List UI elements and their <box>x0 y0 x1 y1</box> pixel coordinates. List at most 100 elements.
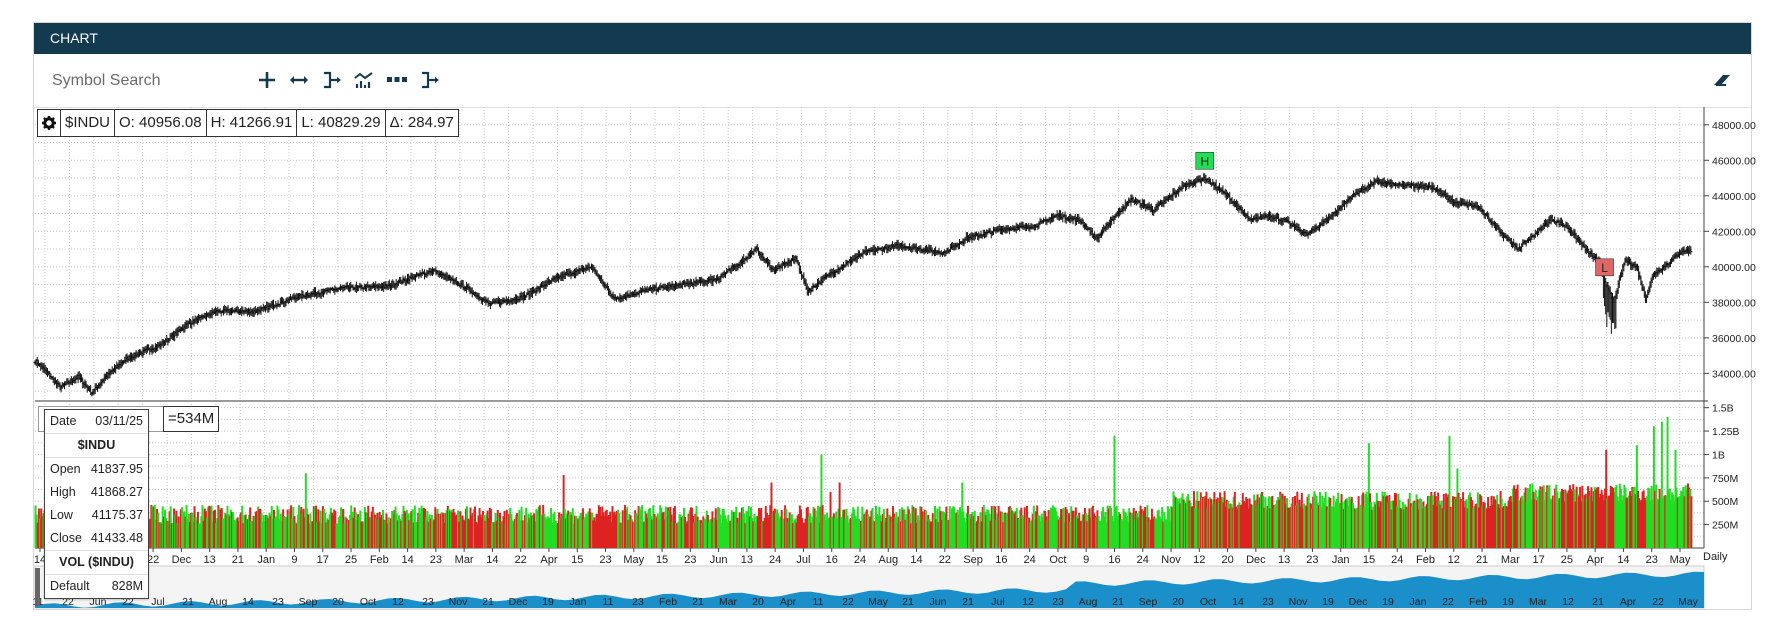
volume-bar <box>542 505 545 548</box>
volume-bar <box>221 518 224 548</box>
volume-bar <box>418 507 421 548</box>
volume-bar <box>491 522 494 548</box>
volume-bar <box>467 518 470 548</box>
volume-bar <box>341 509 344 548</box>
volume-bar <box>344 516 347 548</box>
volume-bar <box>223 518 226 548</box>
volume-bar <box>368 517 371 548</box>
volume-bar <box>253 515 256 548</box>
volume-bar <box>443 522 446 548</box>
volume-bar <box>35 514 38 548</box>
volume-bar <box>233 520 236 548</box>
volume-bar <box>299 511 302 548</box>
volume-bar <box>346 523 349 548</box>
volume-bar <box>319 510 322 548</box>
volume-bar <box>427 521 430 548</box>
volume-bar <box>207 506 210 548</box>
volume-bar <box>568 514 571 548</box>
eraser-icon[interactable] <box>1711 69 1733 91</box>
volume-bar <box>455 514 458 548</box>
volume-bar <box>547 517 550 548</box>
volume-bar <box>235 518 238 548</box>
volume-bar <box>409 512 412 548</box>
volume-bar <box>468 519 471 548</box>
volume-bar <box>477 515 480 548</box>
volume-bar <box>375 517 378 548</box>
volume-bar <box>212 510 215 548</box>
volume-bar <box>315 505 318 548</box>
volume-bar <box>527 513 530 548</box>
volume-bar <box>240 512 243 548</box>
volume-bar <box>452 508 455 548</box>
volume-bar <box>422 507 425 548</box>
volume-bar <box>402 505 405 548</box>
volume-bar <box>444 513 447 548</box>
volume-bar <box>361 521 364 548</box>
volume-bar <box>279 513 282 548</box>
volume-bar <box>480 517 483 548</box>
volume-bar <box>529 512 532 548</box>
ohlc-series <box>33 173 1693 397</box>
volume-bar <box>421 508 424 548</box>
dotted-line-icon[interactable] <box>384 67 410 93</box>
volume-bar <box>277 509 280 548</box>
volume-bar <box>501 520 504 548</box>
volume-bar <box>298 505 301 548</box>
price-y-tick-label: 42000.00 <box>1712 226 1756 238</box>
volume-bar <box>508 513 511 548</box>
volume-bar <box>405 510 408 548</box>
volume-bar <box>271 518 274 548</box>
volume-bar <box>202 520 205 548</box>
volume-bar <box>312 506 315 548</box>
volume-bar <box>475 521 478 548</box>
volume-bar <box>213 509 216 548</box>
volume-bar <box>494 513 497 548</box>
volume-bar <box>516 513 519 548</box>
volume-bar <box>561 515 564 548</box>
volume-bar <box>294 522 297 548</box>
volume-bar <box>451 512 454 548</box>
volume-bar <box>327 519 330 548</box>
measure-icon[interactable] <box>286 67 312 93</box>
volume-bar <box>274 517 277 548</box>
volume-bar <box>403 510 406 548</box>
volume-bar <box>559 518 562 548</box>
trend-tool-icon[interactable] <box>417 67 443 93</box>
symbol-search-input[interactable] <box>50 66 234 96</box>
volume-bar <box>337 517 340 548</box>
volume-bar <box>263 520 266 548</box>
crosshair-icon[interactable] <box>254 67 280 93</box>
volume-bar <box>411 509 414 548</box>
volume-bar <box>190 512 193 548</box>
volume-bar <box>151 505 154 548</box>
volume-bar <box>569 512 572 548</box>
studies-icon[interactable] <box>351 67 377 93</box>
volume-bar <box>261 521 264 548</box>
volume-bar <box>220 508 223 548</box>
volume-bar <box>234 520 237 548</box>
volume-bar <box>171 523 174 548</box>
volume-bar <box>229 509 232 548</box>
price-y-tick-label: 46000.00 <box>1712 155 1756 167</box>
volume-bar <box>333 509 336 548</box>
volume-bar <box>300 507 303 548</box>
volume-bar <box>535 509 538 548</box>
volume-bar <box>224 512 227 548</box>
volume-bar <box>183 511 186 548</box>
volume-bar <box>267 517 270 548</box>
volume-bar <box>165 517 168 548</box>
projection-icon[interactable] <box>319 67 345 93</box>
volume-bar <box>288 509 291 548</box>
volume-bar <box>367 505 370 548</box>
volume-y-tick-label: 1B <box>1712 449 1725 461</box>
volume-bar <box>194 516 197 548</box>
volume-bar <box>492 521 495 548</box>
volume-bar <box>383 519 386 548</box>
volume-bar <box>178 523 181 548</box>
volume-bar <box>552 513 555 548</box>
volume-bar <box>163 509 166 548</box>
volume-bar <box>476 523 479 548</box>
volume-bar <box>187 514 190 548</box>
volume-bar <box>541 515 544 548</box>
